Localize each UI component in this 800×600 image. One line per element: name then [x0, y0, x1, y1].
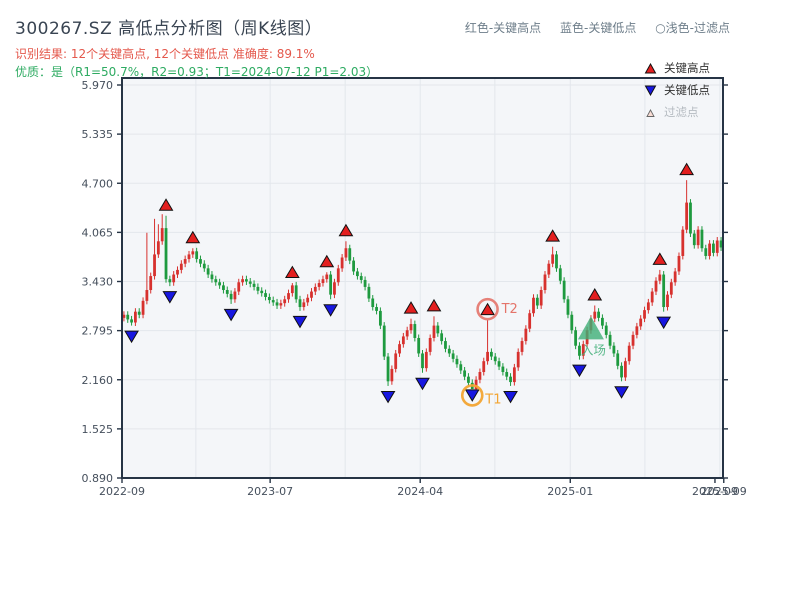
page-title: 300267.SZ 高低点分析图（周K线图）: [15, 19, 323, 39]
note-filtered: ○浅色-过滤点: [655, 21, 730, 35]
key-low-markers: [124, 291, 672, 404]
key-low-triangle-icon: [644, 85, 657, 96]
svg-text:2023-07: 2023-07: [247, 485, 293, 498]
x-axis-labels: 2022-09 2023-07 2024-04 2025-01 2025-092025-…: [99, 485, 747, 498]
svg-text:T2: T2: [501, 302, 518, 317]
key-high-triangle-icon: [644, 62, 657, 73]
svg-text:5.970: 5.970: [82, 79, 114, 92]
svg-text:3.430: 3.430: [82, 276, 114, 289]
x-gridlines: [195, 78, 721, 478]
plot-border: [121, 77, 724, 479]
annotation-入场: 入场: [577, 316, 606, 357]
annotation-T1: T1: [460, 384, 501, 407]
plot-area: [122, 78, 723, 478]
legend-item-key-low: 关键低点: [644, 79, 710, 101]
key-high-markers: [158, 162, 695, 316]
legend-item-key-high: 关键高点: [644, 57, 710, 79]
svg-text:2025-09: 2025-09: [701, 485, 747, 498]
svg-text:2025-09: 2025-09: [692, 485, 738, 498]
svg-text:0.890: 0.890: [82, 472, 114, 485]
svg-text:2.795: 2.795: [82, 325, 114, 338]
legend-label: 关键高点: [664, 61, 710, 75]
legend-label: 关键低点: [664, 83, 710, 97]
svg-text:T1: T1: [484, 392, 501, 407]
legend-item-filtered: 过滤点: [644, 101, 710, 123]
recognition-result-text: 识别结果: 12个关键高点, 12个关键低点 准确度: 89.1%: [15, 47, 315, 61]
legend-label: 过滤点: [664, 105, 699, 119]
note-key-high: 红色-关键高点: [464, 21, 542, 35]
svg-text:2025-01: 2025-01: [547, 485, 593, 498]
svg-text:1.525: 1.525: [82, 423, 114, 436]
svg-text:2024-04: 2024-04: [397, 485, 443, 498]
svg-text:4.065: 4.065: [82, 226, 114, 239]
svg-text:5.335: 5.335: [82, 128, 114, 141]
axis-ticks: [117, 84, 728, 483]
chart-legend: 关键高点 关键低点 过滤点: [644, 57, 710, 123]
color-note: 红色-关键高点 蓝色-关键低点 ○浅色-过滤点: [465, 19, 730, 36]
note-key-low: 蓝色-关键低点: [560, 21, 637, 35]
svg-text:2.160: 2.160: [82, 374, 114, 387]
candlestick-series: [122, 180, 723, 393]
quality-text: 优质：是（R1=50.7%，R2=0.93；T1=2024-07-12 P1=2…: [15, 65, 379, 79]
svg-text:2022-09: 2022-09: [99, 485, 145, 498]
svg-text:4.700: 4.700: [82, 177, 114, 190]
svg-text:入场: 入场: [581, 342, 606, 357]
annotation-T2: T2: [476, 297, 518, 321]
y-axis-labels: 5.970 5.335 4.700 4.065 3.430 2.795 2.160 1.525…: [82, 79, 114, 485]
filtered-triangle-icon: [646, 108, 655, 117]
